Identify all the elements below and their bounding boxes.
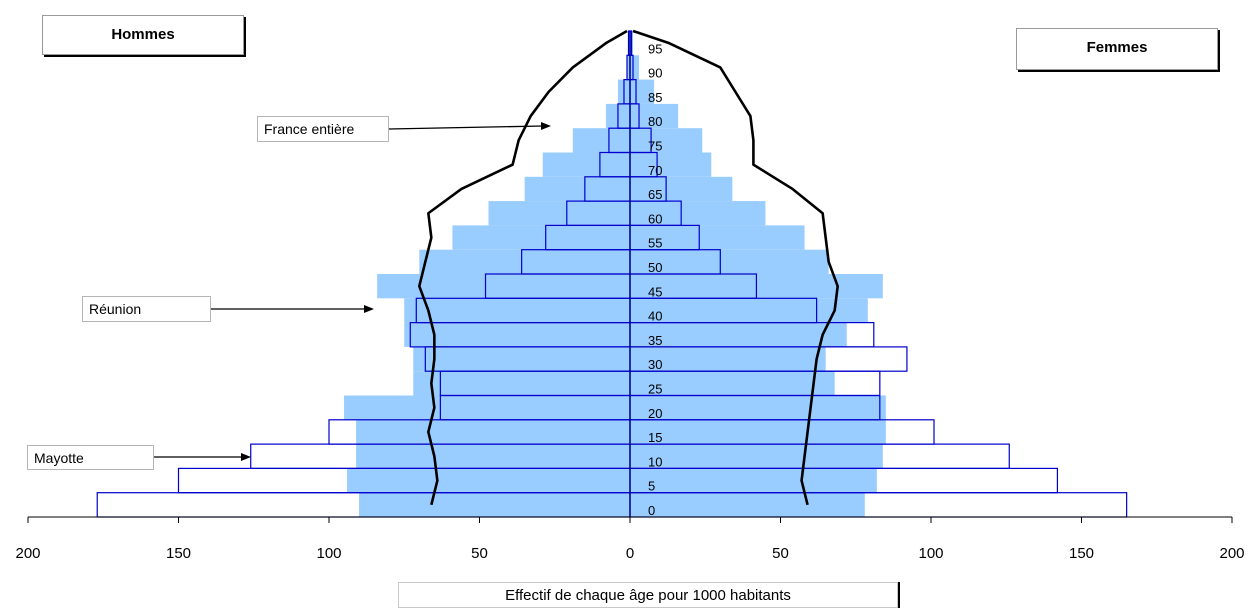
france-callout: France entière [257, 116, 389, 142]
x-tick-label-1: 150 [166, 545, 191, 562]
mayotte-arrow-head [241, 453, 251, 461]
reunion-bar-women-5-9 [630, 468, 877, 493]
reunion-bar-men-60-64 [488, 201, 630, 226]
reunion-bar-women-35-39 [630, 322, 847, 347]
x-axis-title: Effectif de chaque âge pour 1000 habitan… [398, 582, 898, 608]
age-label-20: 20 [648, 406, 662, 421]
reunion-bar-men-90-94 [626, 55, 630, 80]
france-line [417, 29, 839, 506]
age-label-75: 75 [648, 139, 662, 154]
reunion-arrow-head [364, 305, 374, 313]
women-label: Femmes [1016, 28, 1218, 70]
mayotte-callout: Mayotte [27, 445, 154, 470]
reunion-callout: Réunion [82, 296, 211, 322]
reunion-bar-women-70-74 [630, 152, 712, 177]
reunion-bar-women-40-44 [630, 298, 868, 323]
reunion-bar-women-55-59 [630, 225, 805, 250]
reunion-bars [344, 31, 886, 517]
france-arrow-line [388, 125, 544, 130]
age-label-5: 5 [648, 479, 655, 494]
x-tick-label-8: 200 [1219, 545, 1244, 562]
x-tick-label-0: 200 [15, 545, 40, 562]
reunion-bar-women-50-54 [630, 249, 829, 274]
reunion-bar-men-30-34 [413, 346, 630, 372]
age-label-40: 40 [648, 309, 662, 324]
reunion-bar-men-35-39 [404, 322, 630, 347]
age-label-15: 15 [648, 430, 662, 445]
france-line-men [417, 29, 628, 506]
age-label-25: 25 [648, 382, 662, 397]
x-tick-label-7: 150 [1069, 545, 1094, 562]
age-label-70: 70 [648, 163, 662, 178]
reunion-bar-men-20-24 [344, 395, 630, 420]
reunion-bar-women-25-29 [630, 371, 835, 396]
reunion-bar-men-0-4 [359, 492, 630, 517]
age-labels: 0 5 10 15 20 25 30 35 40 45 50 55 60 65 70 75 80 85 90 95 [648, 41, 662, 518]
x-tick-label-3: 50 [471, 545, 488, 562]
reunion-bar-men-50-54 [419, 249, 630, 274]
reunion-bar-women-30-34 [630, 346, 826, 372]
age-label-65: 65 [648, 187, 662, 202]
reunion-bar-women-0-4 [630, 492, 865, 517]
reunion-bar-women-90-94 [630, 55, 640, 80]
reunion-bar-men-40-44 [404, 298, 630, 323]
men-label: Hommes [42, 15, 244, 55]
reunion-bar-women-20-24 [630, 395, 886, 420]
france-line-women [632, 29, 839, 506]
x-tick-label-4: 0 [626, 545, 634, 562]
reunion-bar-men-70-74 [542, 152, 630, 177]
reunion-bar-women-85-89 [630, 79, 655, 104]
reunion-bar-women-60-64 [630, 201, 766, 226]
reunion-bar-women-10-14 [630, 444, 883, 469]
reunion-bar-men-5-9 [347, 468, 630, 493]
reunion-bar-men-75-79 [572, 128, 630, 153]
callout-arrows [154, 122, 551, 461]
age-label-30: 30 [648, 357, 662, 372]
age-label-60: 60 [648, 211, 662, 226]
reunion-bar-women-80-84 [630, 103, 679, 129]
reunion-bar-women-15-19 [630, 419, 886, 445]
reunion-bar-women-65-69 [630, 176, 733, 202]
age-label-10: 10 [648, 454, 662, 469]
age-label-0: 0 [648, 503, 655, 518]
france-arrow-head [541, 122, 551, 130]
reunion-bar-men-25-29 [413, 371, 630, 396]
age-label-95: 95 [648, 41, 662, 56]
reunion-bar-men-55-59 [452, 225, 630, 250]
age-label-90: 90 [648, 66, 662, 81]
age-label-50: 50 [648, 260, 662, 275]
age-label-55: 55 [648, 236, 662, 251]
age-label-45: 45 [648, 284, 662, 299]
age-label-35: 35 [648, 333, 662, 348]
age-label-80: 80 [648, 114, 662, 129]
reunion-bar-men-45-49 [377, 274, 630, 299]
reunion-bar-men-15-19 [356, 419, 630, 445]
age-label-85: 85 [648, 90, 662, 105]
reunion-bar-men-10-14 [356, 444, 630, 469]
reunion-bar-women-75-79 [630, 128, 703, 153]
x-tick-label-6: 100 [918, 545, 943, 562]
reunion-bar-men-65-69 [524, 176, 630, 202]
x-axis: 200 150 100 50 0 50 100 150 200 [15, 32, 1245, 562]
x-tick-label-2: 100 [316, 545, 341, 562]
x-tick-label-5: 50 [772, 545, 789, 562]
